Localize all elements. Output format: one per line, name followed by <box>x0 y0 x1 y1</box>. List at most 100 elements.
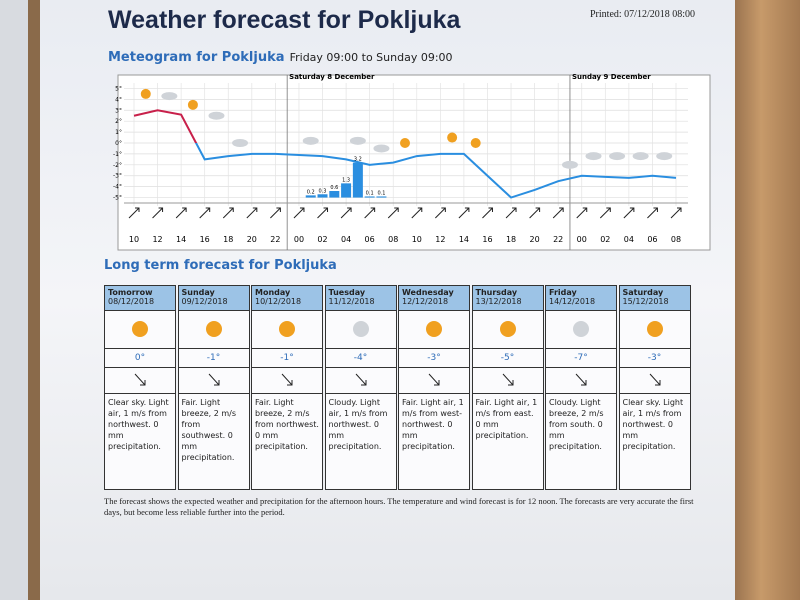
wind-cell <box>546 368 616 394</box>
cloud-icon <box>302 136 319 145</box>
wind-arrow <box>434 207 446 219</box>
y-tick-label: 0° <box>115 140 122 147</box>
y-tick-label: -1° <box>113 151 122 158</box>
meteogram-frame <box>117 74 711 251</box>
wind-arrow <box>208 373 219 386</box>
x-tick-label: 00 <box>294 235 304 244</box>
precip-label: 0.6 <box>330 185 338 191</box>
day-date: 08/12/2018 <box>108 297 155 306</box>
x-tick-label: 20 <box>530 235 540 244</box>
day-column: Thursday 13/12/2018 -5° Fair. Light air, 1 … <box>471 285 544 490</box>
wind-cell <box>619 368 690 394</box>
weather-icon <box>132 321 148 337</box>
day-column: Friday 14/12/2018 -7° Cloudy. Light breeze,… <box>545 285 617 490</box>
wind-arrow <box>670 207 682 219</box>
day-header: Wednesday 12/12/2018 <box>399 286 469 311</box>
day-temperature: -5° <box>472 349 543 368</box>
day-name: Tomorrow <box>108 288 153 297</box>
day-temperature: 0° <box>105 349 175 368</box>
y-tick-label: 5° <box>115 85 122 92</box>
x-tick-label: 02 <box>317 235 327 244</box>
weather-icon <box>205 321 222 337</box>
weather-icon <box>426 321 442 337</box>
sun-icon <box>400 138 410 148</box>
precip-label: 0.3 <box>319 188 327 194</box>
y-tick-label: -4° <box>113 184 122 191</box>
wind-arrow <box>502 373 513 386</box>
wind-arrow <box>340 207 352 219</box>
wind-arrow <box>134 373 146 386</box>
x-tick-label: 06 <box>365 235 375 244</box>
day-temperature: -3° <box>619 349 690 368</box>
day-date: 11/12/2018 <box>328 297 375 306</box>
x-tick-label: 16 <box>482 235 492 244</box>
day-name: Thursday <box>475 288 518 297</box>
wind-cell <box>399 368 469 394</box>
weather-icon <box>279 321 295 337</box>
day-temperature: -4° <box>325 349 396 368</box>
x-tick-label: 06 <box>647 235 657 244</box>
wind-arrow <box>355 373 366 386</box>
x-tick-label: 20 <box>247 235 257 244</box>
day-date: 15/12/2018 <box>622 297 669 306</box>
wind-arrow <box>505 207 517 219</box>
day-temperature: -3° <box>399 349 469 368</box>
printed-date: Printed: 07/12/2018 08:00 <box>590 9 695 20</box>
day-name: Sunday <box>181 288 215 297</box>
weather-icon-cell <box>105 311 175 349</box>
weather-icon <box>646 321 663 337</box>
weather-icon-cell <box>472 311 543 349</box>
wind-arrow <box>623 207 635 219</box>
background-page <box>0 0 28 600</box>
x-tick-label: 18 <box>223 235 233 244</box>
precip-label: 1.3 <box>342 177 350 183</box>
x-tick-label: 22 <box>270 235 280 244</box>
x-tick-label: 04 <box>624 235 634 244</box>
wind-arrow <box>128 207 140 219</box>
day-date: 13/12/2018 <box>475 297 522 306</box>
day-temperature: -1° <box>178 349 249 368</box>
sun-icon <box>470 138 481 148</box>
y-tick-label: -5° <box>113 195 122 202</box>
cloud-icon <box>561 160 578 169</box>
weather-icon-cell <box>546 311 616 349</box>
day-header: Tuesday 11/12/2018 <box>325 286 396 311</box>
wind-arrow <box>647 207 658 219</box>
day-description: Clear sky. Light air, 1 m/s from northwe… <box>108 398 169 451</box>
day-description: Cloudy. Light air, 1 m/s from northwest.… <box>328 398 388 451</box>
day-date: 09/12/2018 <box>181 297 228 306</box>
x-tick-label: 14 <box>176 235 186 244</box>
precip-bar <box>317 194 328 198</box>
day-header: Thursday 13/12/2018 <box>472 286 543 311</box>
wind-arrow <box>411 207 423 219</box>
day-label: Saturday 8 December <box>289 73 375 81</box>
wind-arrow <box>293 207 305 219</box>
cloud-icon <box>609 152 626 161</box>
weather-icon <box>573 321 589 337</box>
wind-cell <box>325 368 396 394</box>
day-temperature: -7° <box>546 349 616 368</box>
day-description: Fair. Light breeze, 2 m/s from northwest… <box>255 398 319 451</box>
wood-background <box>735 0 800 600</box>
day-description: Fair. Light air, 1 m/s from west-northwe… <box>402 398 464 451</box>
wind-arrow <box>482 207 493 219</box>
wind-arrow <box>529 207 541 219</box>
y-tick-label: 4° <box>115 96 122 103</box>
y-tick-label: -2° <box>113 162 122 169</box>
weather-icon-cell <box>619 311 690 349</box>
day-date: 14/12/2018 <box>549 297 596 306</box>
day-header: Monday 10/12/2018 <box>252 286 322 311</box>
x-tick-label: 22 <box>553 235 563 244</box>
wind-arrow <box>199 207 211 219</box>
y-tick-label: 2° <box>115 118 122 125</box>
wind-arrow <box>222 207 234 219</box>
y-tick-label: -3° <box>113 173 122 180</box>
day-name: Tuesday <box>328 288 366 297</box>
wind-cell <box>178 368 249 394</box>
weather-icon-cell <box>252 311 322 349</box>
wind-arrow <box>364 207 376 219</box>
day-description: Clear sky. Light air, 1 m/s from northwe… <box>622 398 684 451</box>
x-tick-label: 16 <box>200 235 210 244</box>
